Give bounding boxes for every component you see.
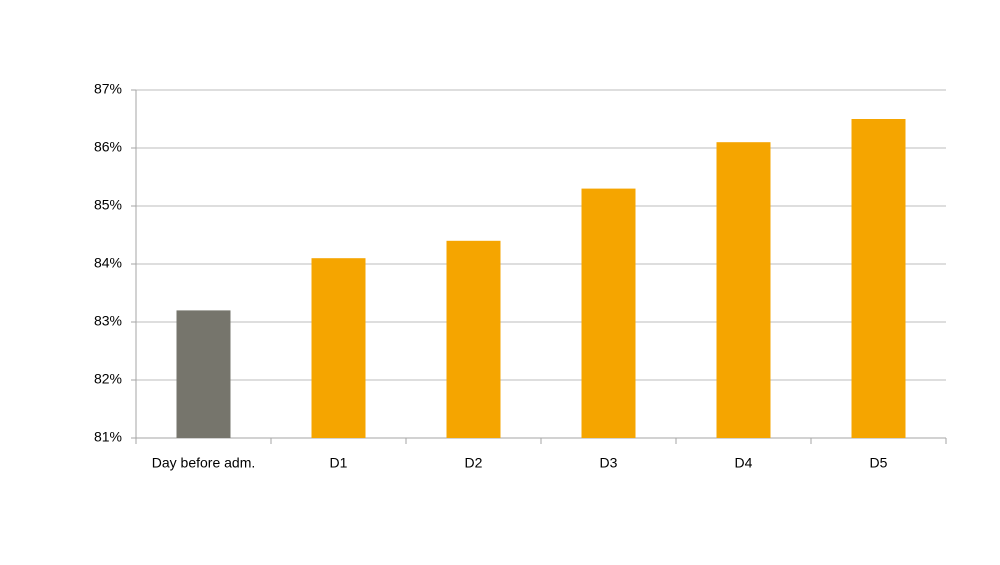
x-tick-label: D4 <box>735 455 753 471</box>
y-tick-label: 87% <box>94 81 122 97</box>
bar <box>851 119 906 438</box>
x-tick-label: D5 <box>870 455 888 471</box>
bar <box>176 310 231 438</box>
y-tick-label: 84% <box>94 255 122 271</box>
bar <box>581 188 636 438</box>
y-tick-label: 82% <box>94 371 122 387</box>
bar <box>311 258 366 438</box>
x-tick-label: D2 <box>465 455 483 471</box>
y-tick-label: 83% <box>94 313 122 329</box>
y-tick-label: 81% <box>94 429 122 445</box>
y-tick-label: 86% <box>94 139 122 155</box>
x-tick-label: Day before adm. <box>152 455 256 471</box>
y-tick-label: 85% <box>94 197 122 213</box>
bar <box>716 142 771 438</box>
x-tick-label: D3 <box>600 455 618 471</box>
bar <box>446 240 501 438</box>
x-tick-label: D1 <box>330 455 348 471</box>
